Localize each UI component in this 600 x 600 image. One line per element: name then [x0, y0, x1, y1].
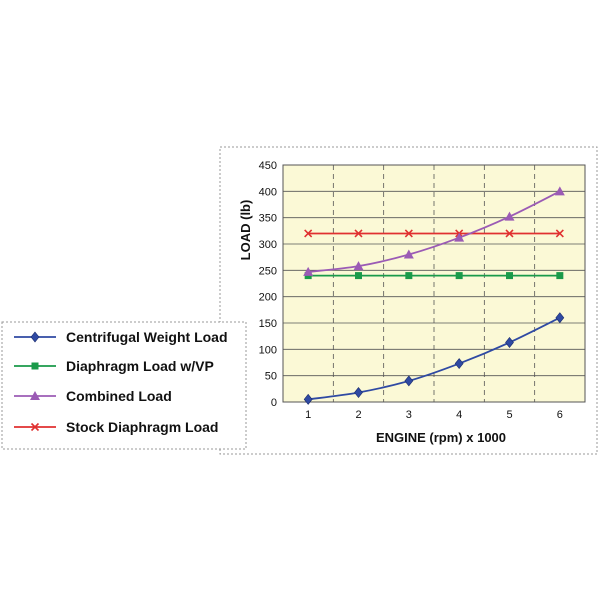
data-point	[353, 261, 364, 271]
data-point	[454, 358, 464, 370]
data-point	[454, 232, 465, 242]
legend-item-2: Diaphragm Load w/VP	[14, 358, 214, 374]
data-point	[554, 186, 565, 196]
legend-label: Combined Load	[66, 388, 172, 404]
legend-item-4: Stock Diaphragm Load	[14, 419, 218, 435]
data-point	[555, 229, 564, 238]
x-tick-label: 5	[506, 409, 512, 421]
y-tick-label: 350	[259, 213, 277, 225]
y-tick-label: 150	[259, 318, 277, 330]
legend-label: Stock Diaphragm Load	[66, 419, 218, 435]
data-point	[504, 211, 515, 221]
series-line	[308, 190, 561, 273]
legend-item-3: Combined Load	[14, 388, 172, 404]
series-3	[303, 186, 565, 276]
data-point	[506, 272, 513, 280]
y-tick-label: 250	[259, 265, 277, 277]
legend-marker	[30, 391, 40, 400]
x-tick-label: 3	[406, 409, 412, 421]
data-point	[505, 229, 514, 238]
y-tick-label: 0	[271, 397, 277, 409]
data-point	[505, 337, 514, 348]
y-tick-label: 100	[259, 344, 277, 356]
x-tick-label: 2	[355, 409, 361, 421]
x-tick-label: 6	[557, 409, 563, 421]
y-tick-label: 300	[259, 239, 277, 251]
gridlines	[283, 164, 585, 402]
y-tick-label: 400	[259, 186, 277, 198]
data-point	[405, 272, 413, 280]
x-tick-label: 4	[456, 409, 462, 421]
y-axis-title: LOAD (lb)	[238, 200, 253, 261]
series-line	[308, 316, 561, 401]
series-1	[303, 312, 565, 405]
data-point	[556, 272, 564, 280]
data-point	[303, 266, 314, 276]
series-layer	[303, 186, 565, 405]
legend-marker	[30, 331, 40, 343]
data-point	[355, 272, 362, 280]
x-tick-label: 1	[305, 409, 311, 421]
y-tick-label: 200	[259, 292, 277, 304]
legend-marker	[31, 362, 39, 370]
y-tick-label: 450	[259, 160, 277, 172]
series-4	[304, 229, 564, 238]
data-point	[455, 272, 463, 280]
data-point	[354, 229, 363, 238]
data-point	[303, 393, 313, 405]
data-point	[304, 229, 313, 238]
legend-item-1: Centrifugal Weight Load	[14, 329, 228, 345]
data-point	[404, 229, 413, 238]
data-point	[404, 375, 414, 387]
legend-marker	[30, 422, 40, 432]
y-tick-label: 50	[265, 371, 277, 383]
axes: 0 50 100 150 200 250 300 350 400 450 1 2 3 4 5 6	[259, 160, 563, 421]
data-point	[403, 249, 414, 259]
x-axis-title: ENGINE (rpm) x 1000	[376, 430, 506, 445]
legend-label: Diaphragm Load w/VP	[66, 358, 214, 374]
legend: Centrifugal Weight Load Diaphragm Load w/…	[14, 329, 228, 435]
data-point	[354, 387, 363, 399]
data-point	[555, 312, 565, 324]
legend-label: Centrifugal Weight Load	[66, 329, 228, 345]
